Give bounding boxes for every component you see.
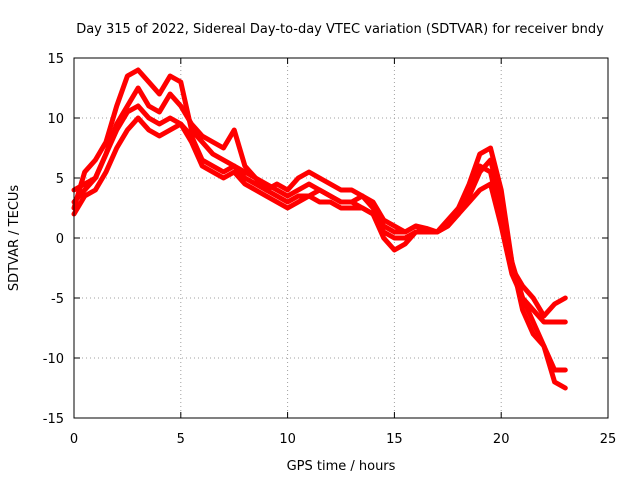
y-tick-label: 5: [56, 172, 64, 187]
x-tick-label: 25: [600, 432, 617, 447]
x-tick-label: 20: [493, 432, 510, 447]
series-line-day-2: [71, 85, 568, 391]
y-tick-labels: -15 -10 -5 0 5 10 15: [43, 52, 64, 427]
series-line-day-3: [71, 103, 568, 319]
grid: [74, 58, 608, 418]
y-tick-label: -5: [51, 292, 64, 307]
ticks: [73, 57, 609, 419]
x-tick-label: 0: [70, 432, 78, 447]
series-group: [71, 67, 568, 391]
series-line-day-1: [71, 67, 568, 373]
y-tick-label: 0: [56, 232, 64, 247]
x-axis-label: GPS time / hours: [287, 459, 396, 474]
y-tick-label: -15: [43, 412, 64, 427]
x-tick-label: 10: [279, 432, 296, 447]
series-line-day-4: [71, 115, 568, 325]
y-axis-label: SDTVAR / TECUs: [7, 185, 22, 292]
y-tick-label: 10: [47, 112, 64, 127]
chart-title: Day 315 of 2022, Sidereal Day-to-day VTE…: [76, 22, 604, 37]
x-tick-label: 15: [386, 432, 403, 447]
y-tick-label: -10: [43, 352, 64, 367]
x-tick-label: 5: [177, 432, 185, 447]
x-tick-labels: 0 5 10 15 20 25: [70, 432, 616, 447]
y-tick-label: 15: [47, 52, 64, 67]
